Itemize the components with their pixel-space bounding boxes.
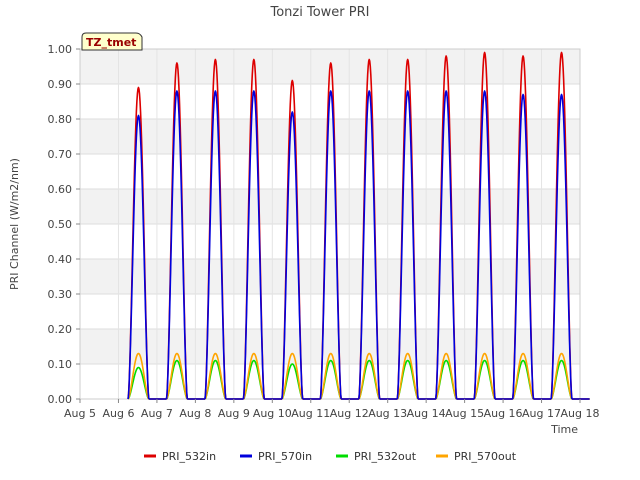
x-tick-label: Aug 11 [291,407,330,420]
x-tick-label: Aug 13 [368,407,407,420]
y-tick-label: 0.70 [48,148,73,161]
y-tick-label: 0.50 [48,218,73,231]
y-tick-label: 0.60 [48,183,73,196]
legend-label: PRI_570in [258,450,312,463]
legend-label: PRI_532out [354,450,417,463]
y-tick-label: 0.90 [48,78,73,91]
plot-background-bands [80,49,580,399]
x-tick-label: Aug 6 [102,407,134,420]
legend-item-pri-570out: PRI_570out [436,450,517,463]
y-tick-label: 0.10 [48,358,73,371]
x-tick-label: Aug 5 [64,407,96,420]
x-tick-label: Aug 16 [484,407,523,420]
x-tick-label: Aug 8 [179,407,211,420]
grid-band [80,154,580,189]
site-badge: TZ_tmet [81,32,143,51]
legend-item-pri-570in: PRI_570in [240,450,312,463]
x-tick-label: Aug 9 [218,407,250,420]
y-tick-label: 0.80 [48,113,73,126]
site-badge-box [81,32,143,51]
legend-label: PRI_570out [454,450,517,463]
y-tick-label: 0.30 [48,288,73,301]
y-axis-title: PRI Channel (W/m2/nm) [8,158,21,290]
x-tick-label: Aug 10 [253,407,292,420]
y-tick-label: 1.00 [48,43,73,56]
x-tick-label: Aug 7 [141,407,173,420]
legend-item-pri-532out: PRI_532out [336,450,417,463]
grid-band [80,189,580,224]
grid-band [80,329,580,364]
y-tick-label: 0.00 [48,393,73,406]
x-tick-label: Aug 12 [330,407,369,420]
grid-band [80,294,580,329]
legend-label: PRI_532in [162,450,216,463]
x-tick-label: Aug 15 [445,407,484,420]
x-axis-title: Time [550,423,578,436]
grid-band [80,259,580,294]
grid-band [80,119,580,154]
x-tick-label: Aug 17 [522,407,561,420]
x-axis-ticks: Aug 5 Aug 6 Aug 7 Aug 8 Aug 9 Aug 10 Aug 11 Aug… [64,399,599,420]
y-axis-ticks: 0.00 0.10 0.20 0.30 0.40 0.50 0.60 0.70 0.80 0.90… [48,43,80,406]
series-line [127,90,590,400]
x-tick-label: Aug 18 [561,407,600,420]
grid-band [80,224,580,259]
grid-band [80,364,580,399]
y-tick-label: 0.20 [48,323,73,336]
x-tick-label: Aug 14 [407,407,446,420]
chart-title: Tonzi Tower PRI [270,5,370,20]
y-tick-label: 0.40 [48,253,73,266]
series-layer [127,51,590,400]
legend-item-pri-532in: PRI_532in [144,450,216,463]
series-pri-570in [127,90,590,400]
legend: PRI_532in PRI_570in PRI_532out PRI_570out [144,450,517,463]
site-badge-label: TZ_tmet [86,36,136,49]
